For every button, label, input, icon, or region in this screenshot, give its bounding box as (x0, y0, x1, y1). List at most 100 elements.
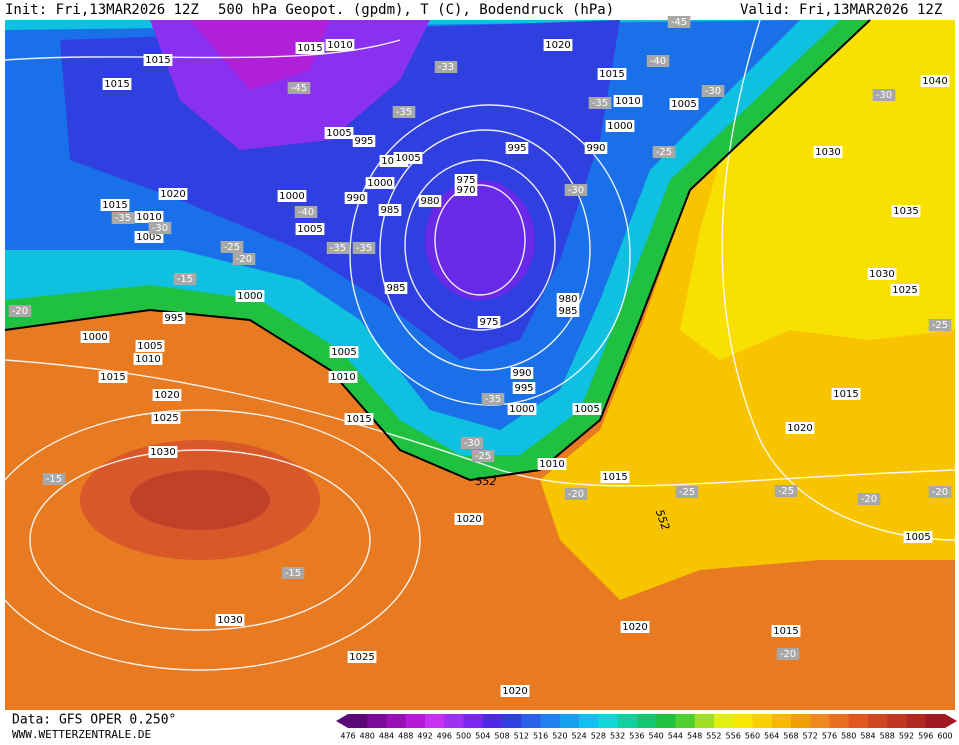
colorbar-label: 564 (764, 732, 779, 741)
isobar-label-group: 1030 (813, 146, 843, 158)
colorbar-swatch (810, 714, 830, 728)
temperature-label-box (675, 486, 699, 498)
isobar-label-box (148, 446, 178, 458)
temperature-label: -30 (876, 90, 892, 101)
colorbar-swatch (444, 714, 465, 728)
isobar-label: 1010 (327, 40, 352, 51)
colorbar-label: 524 (571, 732, 586, 741)
isobar-label: 1000 (279, 191, 304, 202)
temperature-label-group: -40 (294, 206, 318, 218)
temperature-label-group: -33 (434, 61, 458, 73)
colorbar-label: 584 (860, 732, 875, 741)
colorbar-arrow (945, 714, 957, 728)
colorbar-label: 560 (745, 732, 760, 741)
colorbar-label: 516 (533, 732, 548, 741)
isobar-label: 990 (586, 143, 605, 154)
colorbar-swatch (867, 714, 888, 728)
isobar-label-group: 995 (352, 135, 376, 147)
temperature-label: -35 (396, 107, 412, 118)
isobar-label-box (325, 39, 355, 51)
colorbar-swatch (887, 714, 907, 728)
isobar-label-group: 1000 (235, 290, 265, 302)
isobar-label-group: 1015 (597, 68, 627, 80)
isobar-label-group: 1020 (152, 389, 182, 401)
isobar-label-box (454, 184, 478, 196)
temperature-label-box (434, 61, 458, 73)
isobar-label: 1005 (905, 532, 930, 543)
isobar-label-box (890, 284, 920, 296)
temperature-label-group: -40 (646, 55, 670, 67)
temperature-label-group: -25 (652, 146, 676, 158)
isobar-label: 1010 (330, 372, 355, 383)
isobar-label: 995 (514, 383, 533, 394)
isobar-label-box (100, 199, 130, 211)
isobar-label-group: 980 (556, 293, 580, 305)
colorbar-swatch (617, 714, 638, 728)
colorbar-arrow (336, 714, 348, 728)
temperature-label-group: -20 (857, 493, 881, 505)
isobar-label-group: 1010 (328, 371, 358, 383)
isobar-label-group: 970 (454, 184, 478, 196)
isobar-label-box (477, 316, 501, 328)
colorbar-swatch (713, 714, 734, 728)
isobar-label-group: 980 (418, 195, 442, 207)
isobar-label-box (344, 413, 374, 425)
temperature-label-box (564, 184, 588, 196)
temperature-label: -25 (475, 451, 491, 462)
temperature-label-box (588, 97, 612, 109)
isobar-label: 980 (420, 196, 439, 207)
isobar-label-group: 1020 (785, 422, 815, 434)
temperature-label-group: -35 (352, 242, 376, 254)
isobar-label-group: 1025 (347, 651, 377, 663)
temperature-label: -35 (485, 394, 501, 405)
temperature-label: -20 (12, 306, 28, 317)
isobar-label-box (328, 371, 358, 383)
colorbar-label: 488 (398, 732, 413, 741)
isobar-label-group: 1000 (277, 190, 307, 202)
colorbar-swatch (771, 714, 792, 728)
isobar-label-box (454, 174, 478, 186)
colorbar-label: 548 (687, 732, 702, 741)
isobar-label: 1020 (456, 514, 481, 525)
temperature-label: -30 (705, 86, 721, 97)
temperature-label-group: -25 (471, 450, 495, 462)
colorbar-swatch (675, 714, 696, 728)
temperature-label: -30 (152, 223, 168, 234)
colorbar-label: 480 (360, 732, 375, 741)
isobar-label: 1020 (160, 189, 185, 200)
isobar-label: 1020 (502, 686, 527, 697)
temperature-label-box (460, 437, 484, 449)
isobar-label-box (600, 471, 630, 483)
contour-label: 552 (476, 475, 497, 488)
isobar-label-group: 1000 (605, 120, 635, 132)
isobar-label-group: 1015 (344, 413, 374, 425)
valid-time: Valid: Fri,13MAR2026 12Z (740, 2, 942, 18)
temperature-label: -25 (224, 242, 240, 253)
isobar-label-box (352, 135, 376, 147)
colorbar-swatch (425, 714, 445, 728)
isobar-label-group: 1040 (920, 75, 950, 87)
isobar-label-group: 985 (384, 282, 408, 294)
temperature-label-box (564, 488, 588, 500)
colorbar-label: 484 (379, 732, 394, 741)
colorbar-label: 580 (841, 732, 856, 741)
isobar-label-box (98, 371, 128, 383)
temperature-label: -25 (679, 487, 695, 498)
temperature-label-group: -35 (111, 212, 135, 224)
isobar-label-group: 1030 (215, 614, 245, 626)
temperature-label: -35 (592, 98, 608, 109)
isobar-label-box (384, 282, 408, 294)
isobar-label-box (143, 54, 173, 66)
colorbar-label: 588 (880, 732, 895, 741)
isobar-label: 1000 (607, 121, 632, 132)
colorbar-label: 552 (706, 732, 721, 741)
temperature-label-box (8, 305, 32, 317)
isobar-label-box (133, 353, 163, 365)
temperature-label-group: -20 (928, 486, 952, 498)
isobar-label-box (347, 651, 377, 663)
isobar-label-group: 1025 (151, 412, 181, 424)
temperature-label: -33 (438, 62, 454, 73)
isobar-label: 1010 (539, 459, 564, 470)
temperature-label-box (774, 485, 798, 497)
